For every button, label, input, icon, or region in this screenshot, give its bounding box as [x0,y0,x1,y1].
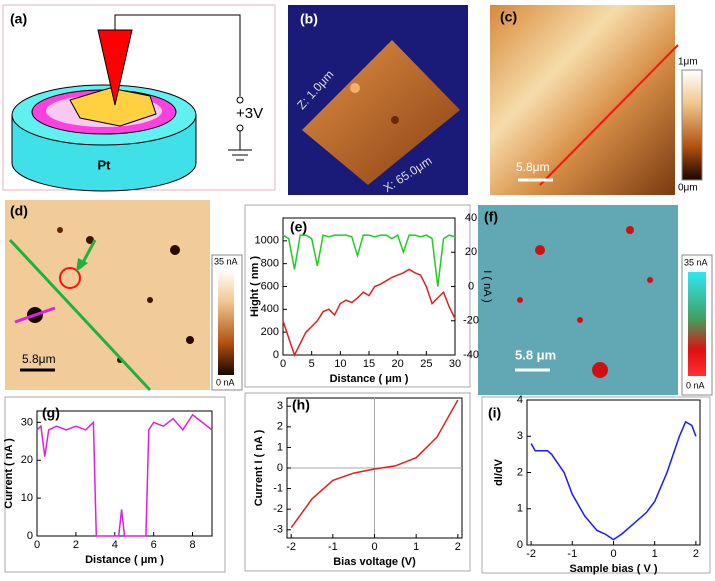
y-tick-label: 30 [21,416,33,428]
y-tick-label: 1 [517,503,523,515]
panel-label: (g) [42,405,60,421]
x-tick-label: 6 [151,539,157,551]
scale-min: 0 nA [216,377,235,387]
x-tick-label: 30 [449,358,461,370]
scale-max: 35 nA [214,256,238,266]
x-tick-label: 1 [652,548,658,560]
panel-label: (c) [500,9,517,25]
y-tick-label: 2 [277,421,283,433]
x-tick-label: 2 [73,539,79,551]
y2-tick-label: -40 [463,349,479,361]
y-tick-label: 3 [517,430,523,442]
scale-max: 1μm [678,57,698,68]
y-tick-label: 4 [517,394,523,406]
y2-tick-label: 20 [465,246,477,258]
y2-tick-label: 40 [465,212,477,224]
y-tick-label: 0 [27,530,33,542]
y-tick-label: 1 [277,441,283,453]
x-axis-title: Distance ( μm ) [85,554,164,566]
y-tick-label: 3 [277,400,283,412]
panel-label: (a) [10,11,27,27]
y-tick-label: -1 [273,482,283,494]
x-axis-title: Bias voltage (V) [333,556,416,568]
y-axis-title: dI/dV [493,458,505,486]
frame [244,392,471,572]
panel-f: (f) 35 nA 0 nA 5.8 μm [478,205,713,396]
y-tick-label: 0 [277,462,283,474]
panel-label: (f) [484,209,498,225]
x-tick-label: 0 [34,539,40,551]
y-tick-label: -3 [273,524,283,536]
panel-c: (c) 1μm 0μm 5.8μm [490,5,703,195]
y2-axis-title: I ( nA ) [481,270,493,302]
x-tick-label: 8 [189,539,195,551]
y-tick-label: 400 [261,303,279,315]
x-tick-label: 20 [392,358,404,370]
x-tick-label: 25 [420,358,432,370]
scale-bar-label: 5.8 μm [515,347,556,362]
y-tick-label: 10 [21,492,33,504]
scale-min: 0μm [678,183,698,194]
series-line [36,413,213,537]
y-axis-title: Hight ( nm ) [249,256,261,317]
frame [481,396,711,574]
panel-label: (e) [290,219,307,235]
series-line [290,399,459,529]
panel-a: (a) Pt +3V [2,4,276,192]
y-tick-label: 800 [261,258,279,270]
scale-min: 0 nA [686,380,705,390]
y2-tick-label: 0 [468,280,474,292]
x-tick-label: 4 [112,539,118,551]
x-tick-label: -1 [567,548,577,560]
x-tick-label: 0 [280,358,286,370]
electrode-label: Pt [98,157,112,172]
panel-b: (b) Z: 1.0μm X: 65.0μm [288,5,468,195]
y-axis-title: Current ( nA ) [3,438,15,509]
series-line [282,233,456,287]
x-tick-label: 0 [610,548,616,560]
x-tick-label: 2 [693,548,699,560]
x-axis-title: Sample bias ( V ) [569,563,657,575]
y-tick-label: 600 [261,280,279,292]
y-tick-label: 200 [261,326,279,338]
x-tick-label: -1 [328,541,338,553]
x-tick-label: 5 [309,358,315,370]
y-tick-label: 0 [517,539,523,551]
y-tick-label: 20 [21,454,33,466]
x-tick-label: -2 [286,541,296,553]
panel-label: (d) [10,203,28,219]
y2-tick-label: -20 [463,315,479,327]
scale-bar-label: 5.8μm [22,352,56,366]
panel-label: (b) [300,11,318,27]
frame [4,396,226,573]
x-tick-label: 15 [363,358,375,370]
y-tick-label: 2 [517,466,523,478]
x-axis-title: Distance ( μm ) [330,373,409,385]
x-tick-label: -2 [526,548,536,560]
panel-d: (d) 35 nA 0 nA 5.8μm [5,200,243,392]
panel-label: (h) [292,397,310,413]
y-axis-title: Current I ( nA ) [253,429,265,506]
y-tick-label: 0 [273,349,279,361]
series-line [530,420,697,541]
scale-max: 35 nA [684,257,708,267]
x-tick-label: 0 [371,541,377,553]
y-tick-label: -2 [273,503,283,515]
x-tick-label: 2 [455,541,461,553]
x-tick-label: 10 [334,358,346,370]
y-tick-label: 1000 [255,235,279,247]
voltage-label: +3V [236,105,263,122]
x-tick-label: 1 [413,541,419,553]
scale-bar-label: 5.8μm [516,160,550,174]
panel-label: (i) [488,405,501,421]
series-line [282,268,456,357]
